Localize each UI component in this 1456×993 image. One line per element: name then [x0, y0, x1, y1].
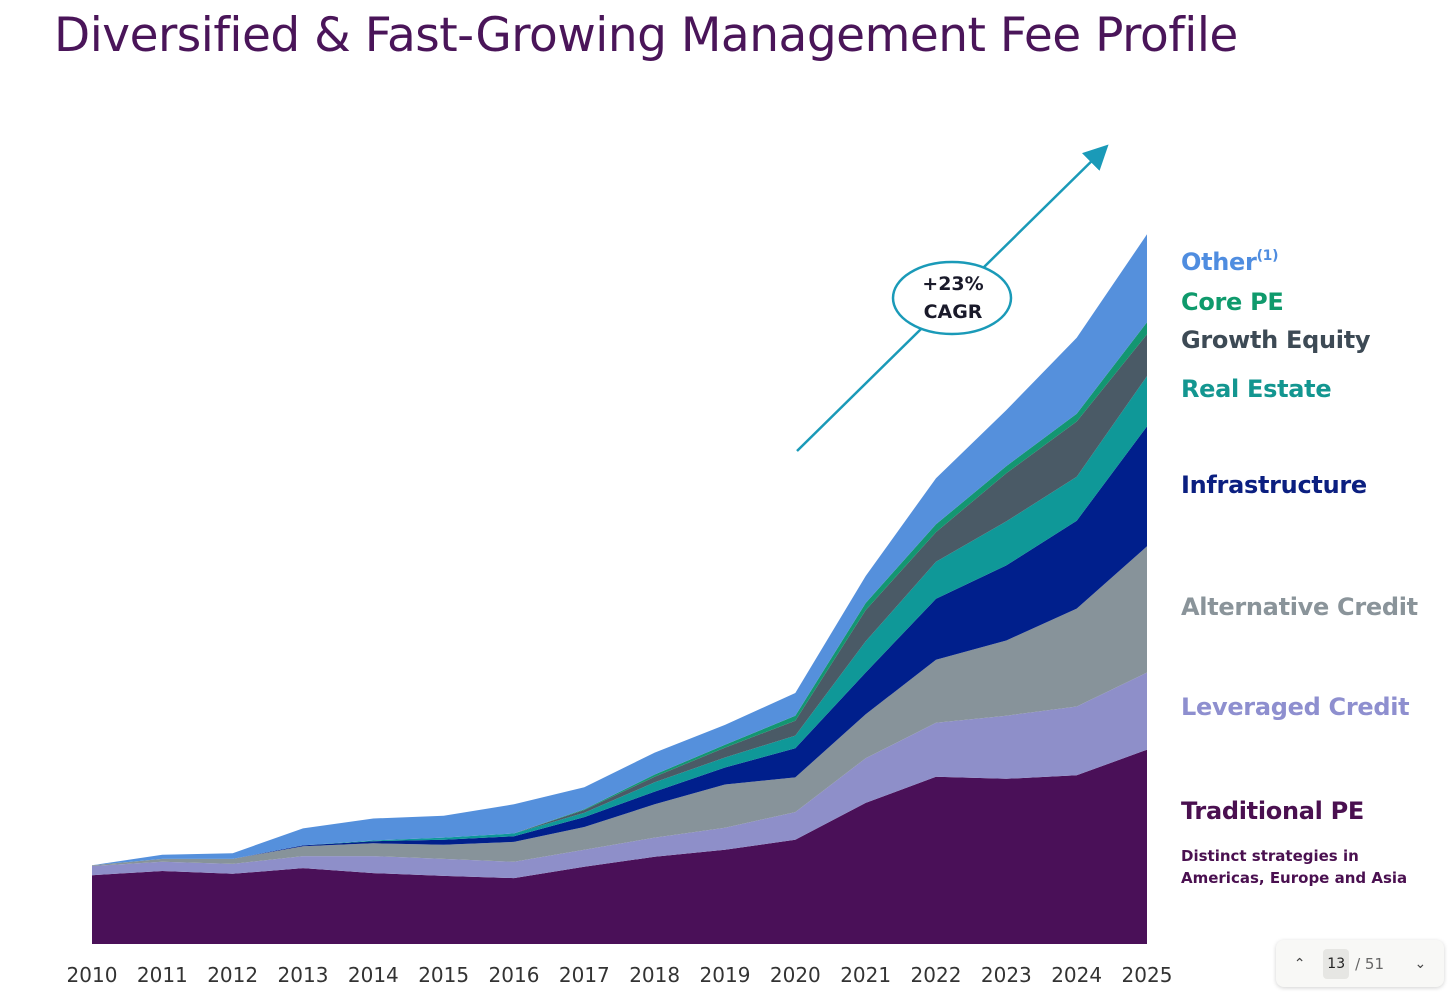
cagr-text: CAGR — [923, 301, 983, 323]
x-tick-label: 2014 — [348, 963, 399, 987]
area-leveraged-credit — [92, 672, 1147, 879]
x-tick-label: 2010 — [67, 963, 118, 987]
cagr-ellipse — [891, 260, 1013, 336]
total-pages: / 51 — [1355, 954, 1385, 973]
chevron-down-icon[interactable]: ⌄ — [1414, 955, 1427, 972]
x-tick-label: 2019 — [700, 963, 751, 987]
legend-real-estate: Real Estate — [1181, 375, 1332, 403]
legend-other: Other(1) — [1181, 248, 1279, 276]
x-tick-label: 2021 — [840, 963, 891, 987]
page-title: Diversified & Fast-Growing Management Fe… — [54, 8, 1238, 63]
legend-traditional-pe: Traditional PE — [1181, 797, 1365, 825]
x-tick-label: 2016 — [489, 963, 540, 987]
x-tick-label: 2024 — [1051, 963, 1102, 987]
x-tick-label: 2023 — [981, 963, 1032, 987]
cagr-label: +23% CAGR — [893, 270, 1013, 326]
area-layers — [92, 234, 1147, 944]
legend-other-label: Other — [1181, 248, 1257, 276]
page-navigator: ⌃ 13 / 51 ⌄ — [1276, 940, 1444, 987]
traditional-pe-note: Distinct strategies in Americas, Europe … — [1181, 847, 1408, 887]
x-tick-label: 2017 — [559, 963, 610, 987]
legend-leveraged-credit: Leveraged Credit — [1181, 693, 1410, 721]
legend-core-pe: Core PE — [1181, 288, 1284, 316]
area-traditional-pe — [92, 749, 1147, 944]
x-tick-label: 2013 — [278, 963, 329, 987]
area-infrastructure — [92, 426, 1147, 866]
cagr-value: +23% — [922, 273, 984, 295]
x-tick-label: 2015 — [418, 963, 469, 987]
x-tick-label: 2012 — [207, 963, 258, 987]
footnote-marker: (1) — [1256, 248, 1279, 264]
legend-alternative-credit: Alternative Credit — [1181, 593, 1418, 621]
area-alternative-credit — [92, 546, 1147, 866]
x-tick-label: 2025 — [1122, 963, 1173, 987]
x-tick-label: 2011 — [137, 963, 188, 987]
x-tick-label: 2018 — [629, 963, 680, 987]
chevron-up-icon[interactable]: ⌃ — [1293, 955, 1306, 972]
x-tick-label: 2022 — [911, 963, 962, 987]
current-page-input[interactable]: 13 — [1323, 948, 1350, 979]
x-tick-label: 2020 — [770, 963, 821, 987]
x-axis-ticks: 2010 2011 2012 2013 2014 2015 2016 2017 2018 2019… — [67, 963, 1173, 987]
legend-infrastructure: Infrastructure — [1181, 471, 1367, 499]
legend-growth-equity: Growth Equity — [1181, 326, 1371, 354]
